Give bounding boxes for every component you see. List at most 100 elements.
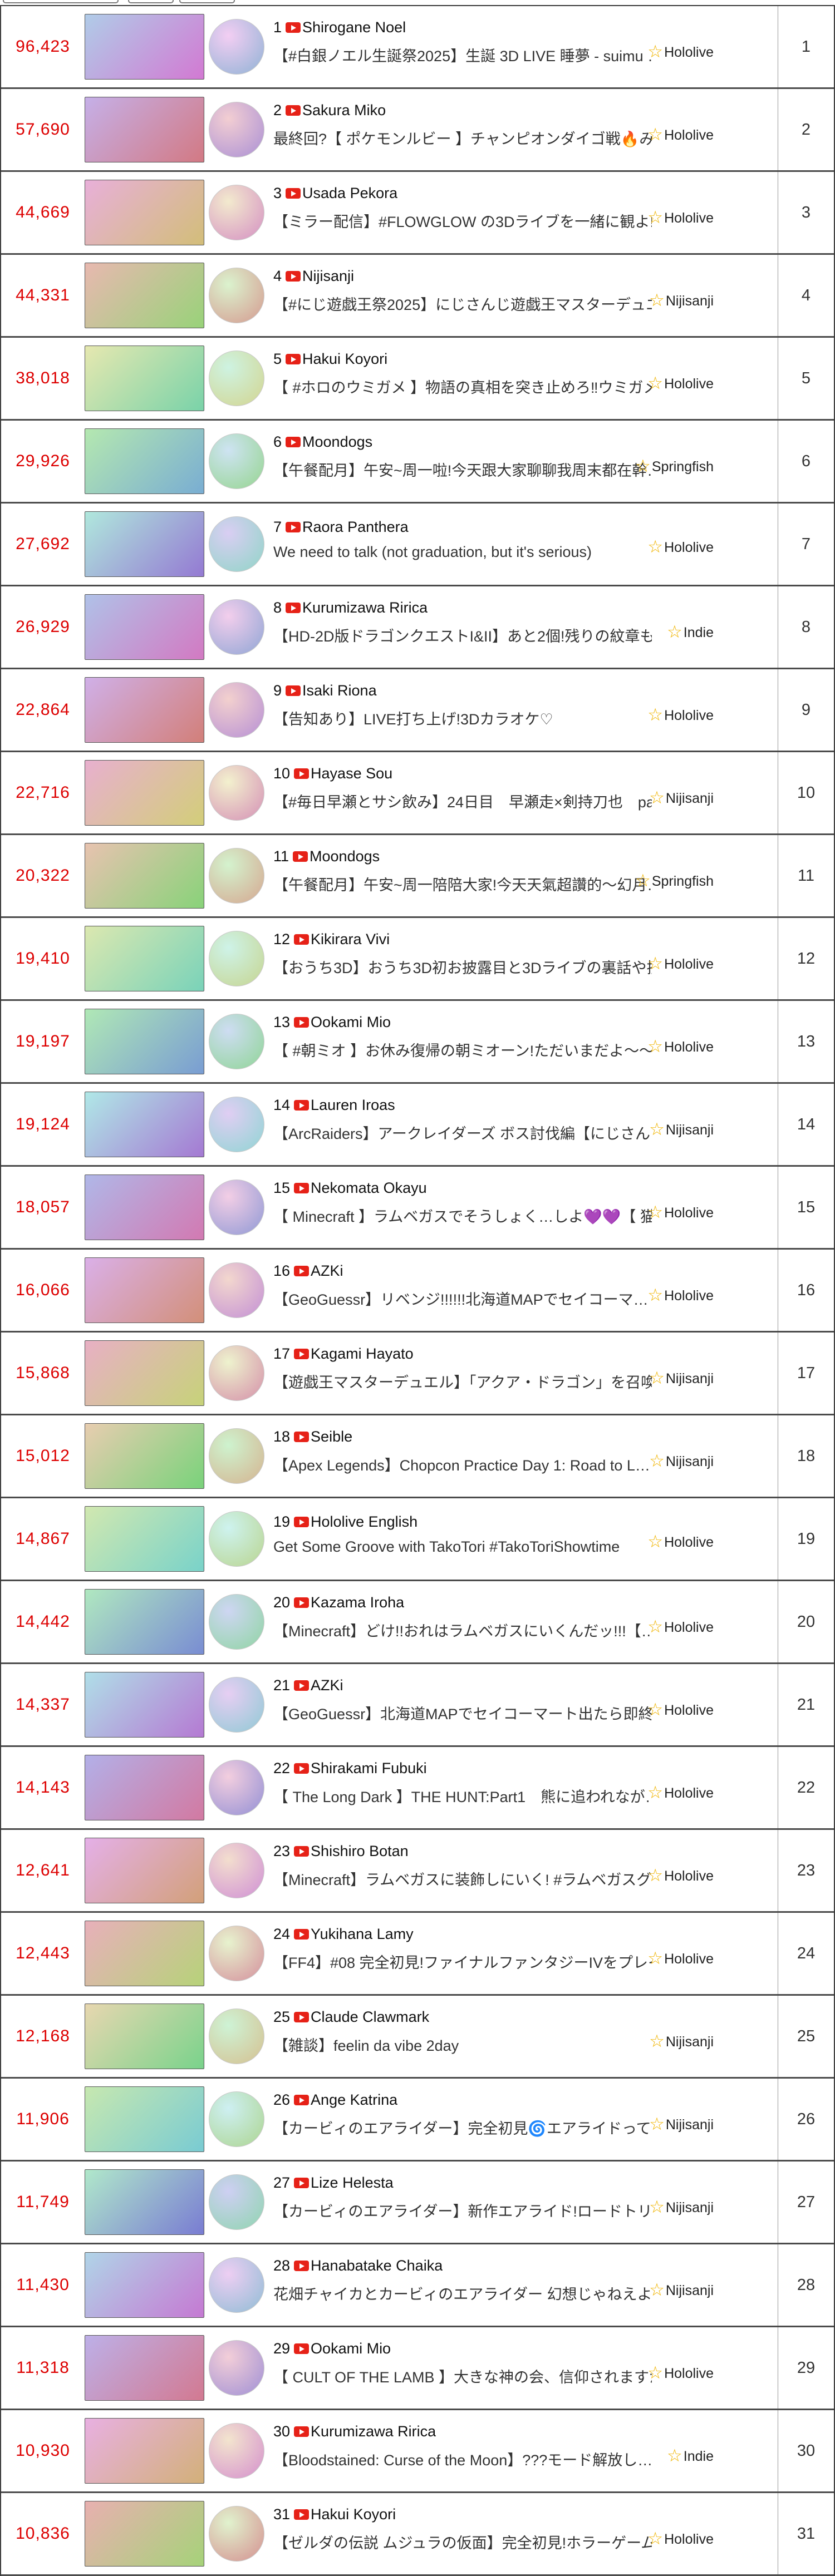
stream-title[interactable]: 最終回?【 ポケモンルビー 】チャンピオンダイゴ戦🔥みこ… xyxy=(273,131,652,147)
channel-name[interactable]: Hanabatake Chaika xyxy=(311,2257,443,2274)
channel-avatar[interactable] xyxy=(209,2174,264,2230)
stream-thumbnail[interactable] xyxy=(85,1506,204,1572)
channel-name[interactable]: Seible xyxy=(311,1428,353,1445)
channel-avatar[interactable] xyxy=(209,1428,264,1484)
stream-thumbnail[interactable] xyxy=(85,1009,204,1074)
channel-name[interactable]: Hakui Koyori xyxy=(311,2506,396,2523)
channel-name[interactable]: Kagami Hayato xyxy=(311,1345,414,1362)
stream-thumbnail[interactable] xyxy=(85,2418,204,2484)
stream-thumbnail[interactable] xyxy=(85,1755,204,1820)
stream-thumbnail[interactable] xyxy=(85,843,204,909)
stream-title[interactable]: We need to talk (not graduation, but it'… xyxy=(273,544,592,560)
channel-name[interactable]: AZKi xyxy=(311,1677,343,1694)
stream-title[interactable]: 【午餐配月】午安~周一啦!今天跟大家聊聊我周末都在幹… xyxy=(273,462,652,479)
stream-thumbnail[interactable] xyxy=(85,2501,204,2567)
stream-title[interactable]: 【Bloodstained: Curse of the Moon】???モード解… xyxy=(273,2452,652,2469)
channel-avatar[interactable] xyxy=(209,599,264,655)
channel-name[interactable]: Ange Katrina xyxy=(311,2091,398,2108)
stream-title[interactable]: 【 CULT OF THE LAMB 】大きな神の会、信仰されますか… xyxy=(273,2369,652,2386)
channel-avatar[interactable] xyxy=(209,516,264,572)
channel-avatar[interactable] xyxy=(209,1760,264,1815)
channel-name[interactable]: Isaki Riona xyxy=(302,682,377,699)
clipped-tab-button[interactable] xyxy=(3,0,119,3)
stream-title[interactable]: 花畑チャイカとカービィのエアライダー 幻想じゃねえよな… xyxy=(273,2286,652,2303)
stream-title[interactable]: 【ゼルダの伝説 ムジュラの仮面】完全初見!ホラーゲーム… xyxy=(273,2535,652,2552)
stream-title[interactable]: 【ミラー配信】#FLOWGLOW の3Dライブを一緒に観よ!!… xyxy=(273,214,652,230)
stream-thumbnail[interactable] xyxy=(85,2169,204,2235)
channel-avatar[interactable] xyxy=(209,1097,264,1152)
channel-avatar[interactable] xyxy=(209,2091,264,2147)
stream-title[interactable]: 【Minecraft】ラムベガスに装飾しにいく! #ラムベガスグ… xyxy=(273,1872,652,1888)
channel-avatar[interactable] xyxy=(209,2506,264,2562)
channel-avatar[interactable] xyxy=(209,2340,264,2396)
channel-avatar[interactable] xyxy=(209,1345,264,1401)
channel-name[interactable]: Sakura Miko xyxy=(302,102,386,119)
stream-title[interactable]: 【 #朝ミオ 】お休み復帰の朝ミオーン!ただいまだよ〜〜 xyxy=(273,1043,652,1059)
stream-title[interactable]: 【おうち3D】おうち3D初お披露目と3Dライブの裏話や振… xyxy=(273,960,652,976)
stream-thumbnail[interactable] xyxy=(85,1257,204,1323)
stream-thumbnail[interactable] xyxy=(85,1921,204,1986)
stream-thumbnail[interactable] xyxy=(85,180,204,245)
channel-name[interactable]: Moondogs xyxy=(302,433,373,450)
stream-thumbnail[interactable] xyxy=(85,1175,204,1240)
stream-thumbnail[interactable] xyxy=(85,511,204,577)
stream-title[interactable]: 【遊戯王マスターデュエル】「アクア・ドラゴン」を召喚しな… xyxy=(273,1374,652,1391)
channel-avatar[interactable] xyxy=(209,1014,264,1069)
stream-title[interactable]: Get Some Groove with TakoTori #TakoToriS… xyxy=(273,1538,620,1555)
stream-title[interactable]: 【HD-2D版ドラゴンクエストI&II】あと2個!残りの紋章も… xyxy=(273,628,652,645)
stream-thumbnail[interactable] xyxy=(85,2003,204,2069)
channel-name[interactable]: Hayase Sou xyxy=(311,765,393,782)
stream-thumbnail[interactable] xyxy=(85,1423,204,1489)
clipped-tab-button[interactable] xyxy=(179,0,235,3)
stream-title[interactable]: 【GeoGuessr】リベンジ!!!!!!北海道MAPでセイコーマ… xyxy=(273,1291,649,1308)
channel-avatar[interactable] xyxy=(209,1843,264,1898)
stream-title[interactable]: 【#毎日早瀬とサシ飲み】24日目 早瀬走×剣持刀也 pa… xyxy=(273,794,652,811)
channel-avatar[interactable] xyxy=(209,2423,264,2479)
channel-name[interactable]: Nijisanji xyxy=(302,268,355,284)
channel-name[interactable]: Kurumizawa Ririca xyxy=(302,599,428,616)
stream-title[interactable]: 【カービィのエアライダー】新作エアライド!ロードトリップ… xyxy=(273,2203,652,2220)
channel-avatar[interactable] xyxy=(209,1926,264,1981)
channel-name[interactable]: Kazama Iroha xyxy=(311,1594,405,1611)
stream-thumbnail[interactable] xyxy=(85,760,204,826)
stream-thumbnail[interactable] xyxy=(85,1838,204,1903)
channel-name[interactable]: Shirogane Noel xyxy=(302,19,406,36)
channel-avatar[interactable] xyxy=(209,1511,264,1567)
channel-name[interactable]: Usada Pekora xyxy=(302,185,398,201)
stream-title[interactable]: 【 #ホロのウミガメ 】物語の真相を突き止めろ‼ウミガメ… xyxy=(273,379,652,396)
channel-name[interactable]: Moondogs xyxy=(310,848,380,865)
stream-thumbnail[interactable] xyxy=(85,2252,204,2318)
stream-thumbnail[interactable] xyxy=(85,926,204,991)
stream-thumbnail[interactable] xyxy=(85,677,204,743)
stream-title[interactable]: 【告知あり】LIVE打ち上げ!3Dカラオケ♡ xyxy=(273,711,553,728)
channel-name[interactable]: Lize Helesta xyxy=(311,2174,394,2191)
stream-title[interactable]: 【ArcRaiders】アークレイダーズ ボス討伐編【にじさんじ/… xyxy=(273,1126,652,1142)
stream-thumbnail[interactable] xyxy=(85,14,204,80)
channel-name[interactable]: Hakui Koyori xyxy=(302,351,388,367)
channel-avatar[interactable] xyxy=(209,268,264,323)
channel-name[interactable]: Claude Clawmark xyxy=(311,2009,430,2025)
channel-avatar[interactable] xyxy=(209,2257,264,2313)
channel-avatar[interactable] xyxy=(209,2009,264,2064)
channel-name[interactable]: Ookami Mio xyxy=(311,2340,391,2357)
channel-avatar[interactable] xyxy=(209,1677,264,1733)
stream-thumbnail[interactable] xyxy=(85,428,204,494)
channel-name[interactable]: Kurumizawa Ririca xyxy=(311,2423,436,2440)
stream-thumbnail[interactable] xyxy=(85,2086,204,2152)
stream-thumbnail[interactable] xyxy=(85,594,204,660)
channel-name[interactable]: Lauren Iroas xyxy=(311,1097,395,1113)
stream-title[interactable]: 【雑談】feelin da vibe 2day xyxy=(273,2037,459,2054)
stream-thumbnail[interactable] xyxy=(85,1589,204,1655)
channel-avatar[interactable] xyxy=(209,1180,264,1235)
channel-name[interactable]: Nekomata Okayu xyxy=(311,1180,427,1196)
channel-avatar[interactable] xyxy=(209,19,264,75)
channel-avatar[interactable] xyxy=(209,848,264,904)
stream-thumbnail[interactable] xyxy=(85,1092,204,1157)
channel-name[interactable]: Shirakami Fubuki xyxy=(311,1760,427,1776)
channel-name[interactable]: Yukihana Lamy xyxy=(311,1926,414,1942)
stream-title[interactable]: 【午餐配月】午安~周一陪陪大家!今天天氣超讚的〜幻月… xyxy=(273,877,652,894)
stream-title[interactable]: 【#白銀ノエル生誕祭2025】生誕 3D LIVE 睡夢 - suimu … xyxy=(273,48,652,65)
clipped-tab-button[interactable] xyxy=(128,0,174,3)
stream-title[interactable]: 【#にじ遊戯王祭2025】にじさんじ遊戯王マスターデュエ… xyxy=(273,297,652,313)
channel-avatar[interactable] xyxy=(209,1262,264,1318)
